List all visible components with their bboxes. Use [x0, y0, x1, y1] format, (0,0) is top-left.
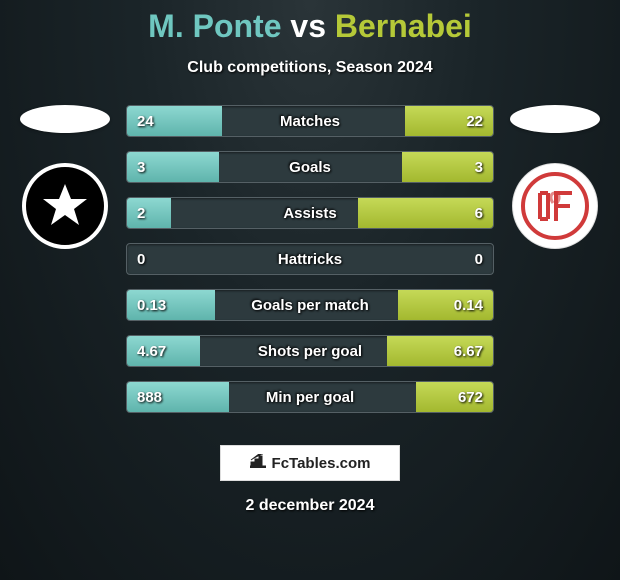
player1-club-crest: [22, 163, 108, 249]
stat-label: Assists: [127, 198, 493, 228]
player2-photo-placeholder: [510, 105, 600, 133]
stat-label: Hattricks: [127, 244, 493, 274]
stat-row: Hattricks0 0: [126, 243, 494, 275]
internacional-crest-icon: [520, 171, 590, 241]
player2-club-crest: [512, 163, 598, 249]
stat-row: Goals3 3: [126, 151, 494, 183]
comparison-title: M. Ponte vs Bernabei: [0, 0, 620, 45]
stat-value-left: 4.67: [137, 336, 166, 366]
date-text: 2 december 2024: [0, 497, 620, 515]
stat-value-right: 22: [466, 106, 483, 136]
stat-value-right: 672: [458, 382, 483, 412]
stat-row: Shots per goal4.67 6.67: [126, 335, 494, 367]
vs-separator: vs: [290, 8, 326, 44]
stat-bars: Matches24 22 Goals3 3 Assists2 6 Hattricks0 0 Go…: [120, 105, 500, 427]
stat-value-left: 2: [137, 198, 145, 228]
stat-value-right: 6.67: [454, 336, 483, 366]
stat-value-left: 888: [137, 382, 162, 412]
stat-row: Matches24 22: [126, 105, 494, 137]
left-column: [10, 105, 120, 249]
stat-value-right: 0: [475, 244, 483, 274]
player2-name: Bernabei: [335, 8, 472, 44]
stat-value-left: 24: [137, 106, 154, 136]
player1-name: M. Ponte: [148, 8, 281, 44]
stat-label: Goals per match: [127, 290, 493, 320]
competition-subtitle: Club competitions, Season 2024: [0, 59, 620, 77]
stat-label: Shots per goal: [127, 336, 493, 366]
stat-value-left: 3: [137, 152, 145, 182]
branding-badge: FcTables.com: [220, 445, 400, 481]
stat-value-right: 6: [475, 198, 483, 228]
chart-icon: [250, 454, 266, 472]
player1-photo-placeholder: [20, 105, 110, 133]
stat-value-left: 0: [137, 244, 145, 274]
stat-value-right: 0.14: [454, 290, 483, 320]
branding-text: FcTables.com: [272, 455, 371, 472]
stat-row: Assists2 6: [126, 197, 494, 229]
botafogo-star-icon: [40, 181, 90, 231]
right-column: [500, 105, 610, 249]
content-area: Matches24 22 Goals3 3 Assists2 6 Hattricks0 0 Go…: [0, 105, 620, 427]
stat-row: Goals per match0.13 0.14: [126, 289, 494, 321]
stat-value-left: 0.13: [137, 290, 166, 320]
stat-label: Goals: [127, 152, 493, 182]
stat-row: Min per goal888 672: [126, 381, 494, 413]
stat-label: Matches: [127, 106, 493, 136]
stat-value-right: 3: [475, 152, 483, 182]
stat-label: Min per goal: [127, 382, 493, 412]
